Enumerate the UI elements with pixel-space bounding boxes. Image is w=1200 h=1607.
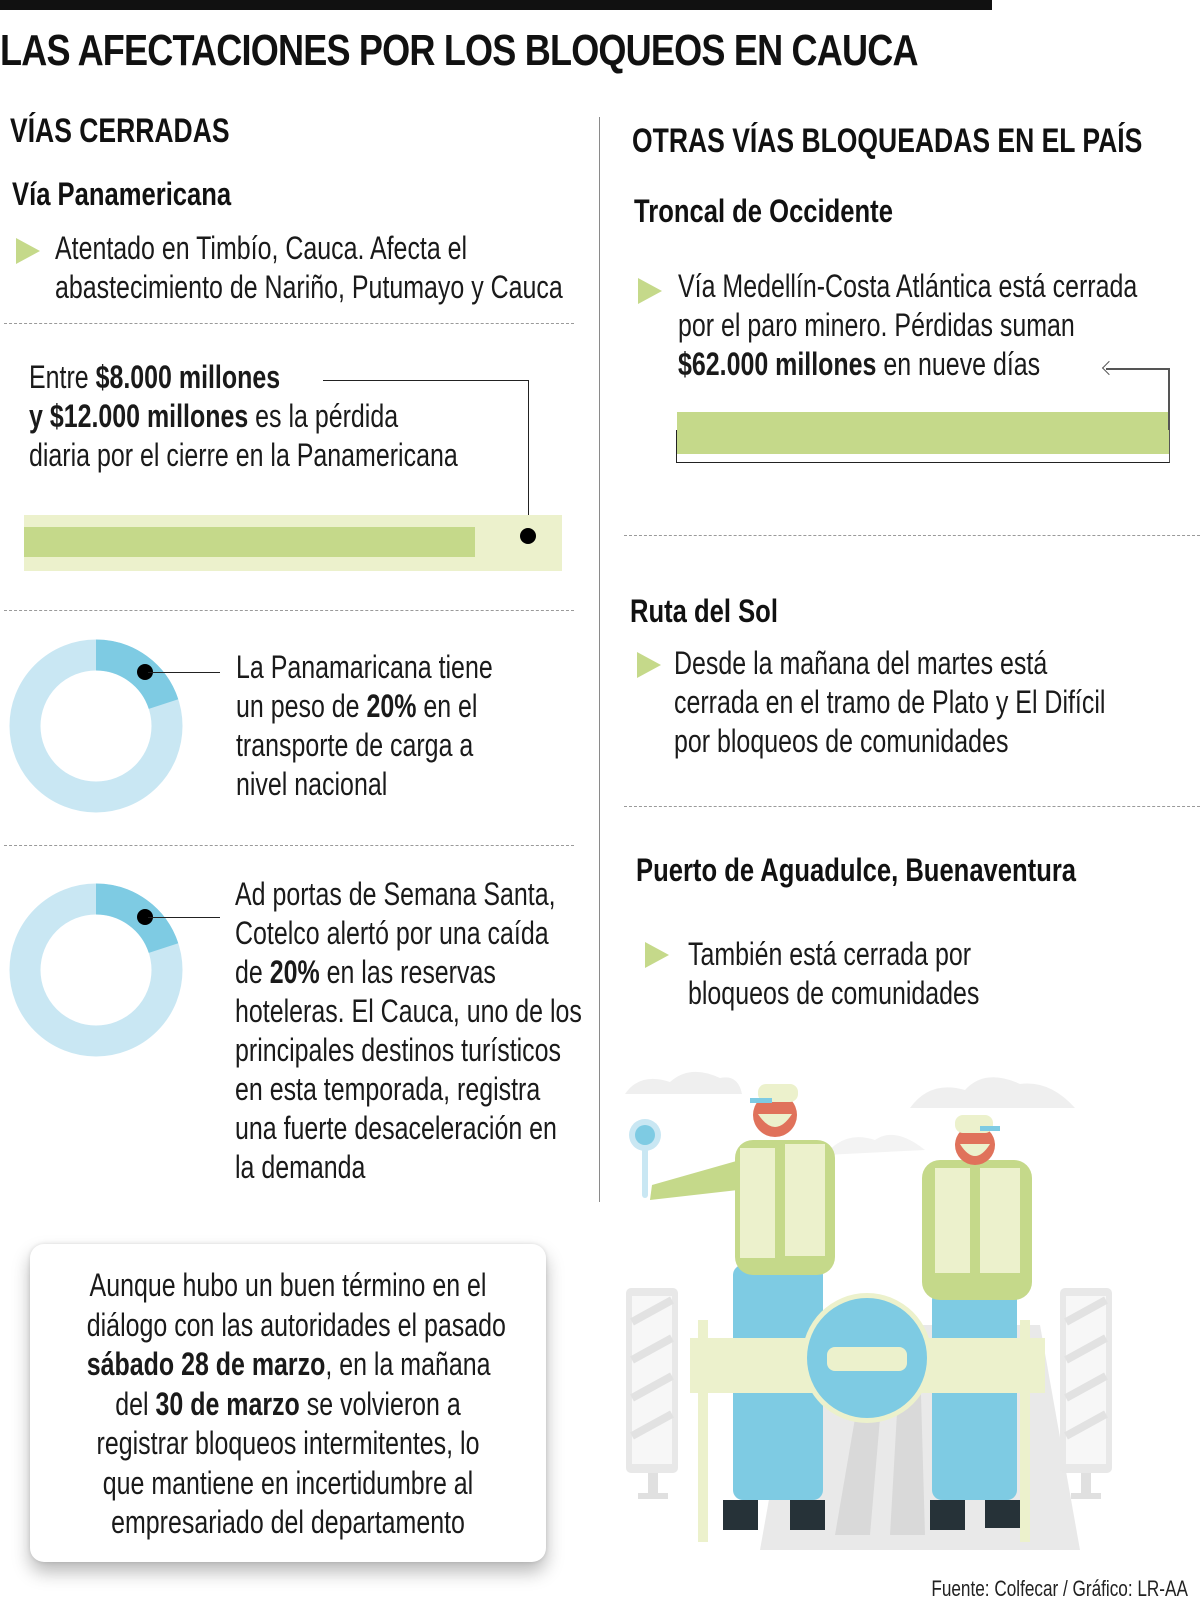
cargo-description: La Panamaricana tiene un peso de 20% en … — [236, 649, 493, 802]
aguadulce-title: Puerto de Aguadulce, Buenaventura — [636, 852, 1077, 888]
cloud-icon — [910, 1077, 1075, 1108]
aguadulce-description: También está cerrada por bloqueos de com… — [688, 936, 980, 1011]
cloud-icon — [825, 1134, 925, 1155]
marker-dot — [137, 664, 153, 680]
marker-dot — [520, 528, 536, 544]
bar-frame — [676, 430, 1170, 463]
loss-bar-min — [24, 527, 475, 557]
section-title-otras-vias: OTRAS VÍAS BLOQUEADAS EN EL PAÍS — [632, 122, 1143, 160]
section-title-vias-cerradas: VÍAS CERRADAS — [10, 112, 230, 150]
hotel-donut-chart — [9, 883, 183, 1057]
leader-line — [1168, 368, 1170, 430]
ruta-sol-title: Ruta del Sol — [630, 593, 778, 629]
dashed-divider — [4, 845, 574, 846]
dashed-divider — [4, 323, 574, 324]
panamericana-title: Vía Panamericana — [12, 176, 232, 212]
page-title: LAS AFECTACIONES POR LOS BLOQUEOS EN CAU… — [0, 26, 919, 75]
note-card: Aunque hubo un buen término en el diálog… — [30, 1244, 546, 1562]
bullet-triangle-icon — [637, 652, 661, 678]
cloud-icon — [625, 1071, 742, 1094]
source-credit: Fuente: Colfecar / Gráfico: LR-AA — [931, 1576, 1188, 1601]
troncal-loss-bar — [677, 412, 1169, 454]
leader-line — [1106, 368, 1170, 370]
ruta-sol-description: Desde la mañana del martes está cerrada … — [674, 645, 1106, 759]
note-text: Aunque hubo un buen término en el diálog… — [86, 1267, 506, 1540]
cargo-donut-chart — [9, 639, 183, 813]
bullet-triangle-icon — [16, 238, 40, 264]
troncal-description: Vía Medellín-Costa Atlántica está cerrad… — [678, 268, 1138, 382]
hotel-description: Ad portas de Semana Santa, Cotelco alert… — [235, 876, 582, 1185]
leader-line — [148, 917, 220, 918]
panamericana-description: Atentado en Timbío, Cauca. Afecta el aba… — [55, 230, 563, 305]
header-rule — [0, 0, 992, 10]
dashed-divider — [624, 806, 1200, 807]
troncal-title: Troncal de Occidente — [634, 193, 893, 229]
leader-line — [148, 672, 220, 673]
bullet-triangle-icon — [645, 942, 669, 968]
loss-description: Entre $8.000 millones y $12.000 millones… — [29, 359, 458, 473]
leader-line — [323, 380, 528, 381]
leader-line — [528, 380, 529, 536]
dashed-divider — [4, 610, 574, 611]
dashed-divider — [624, 535, 1200, 536]
bullet-triangle-icon — [638, 278, 662, 304]
road-block-illustration — [625, 1071, 1112, 1550]
column-divider — [599, 117, 600, 1202]
marker-dot — [137, 909, 153, 925]
